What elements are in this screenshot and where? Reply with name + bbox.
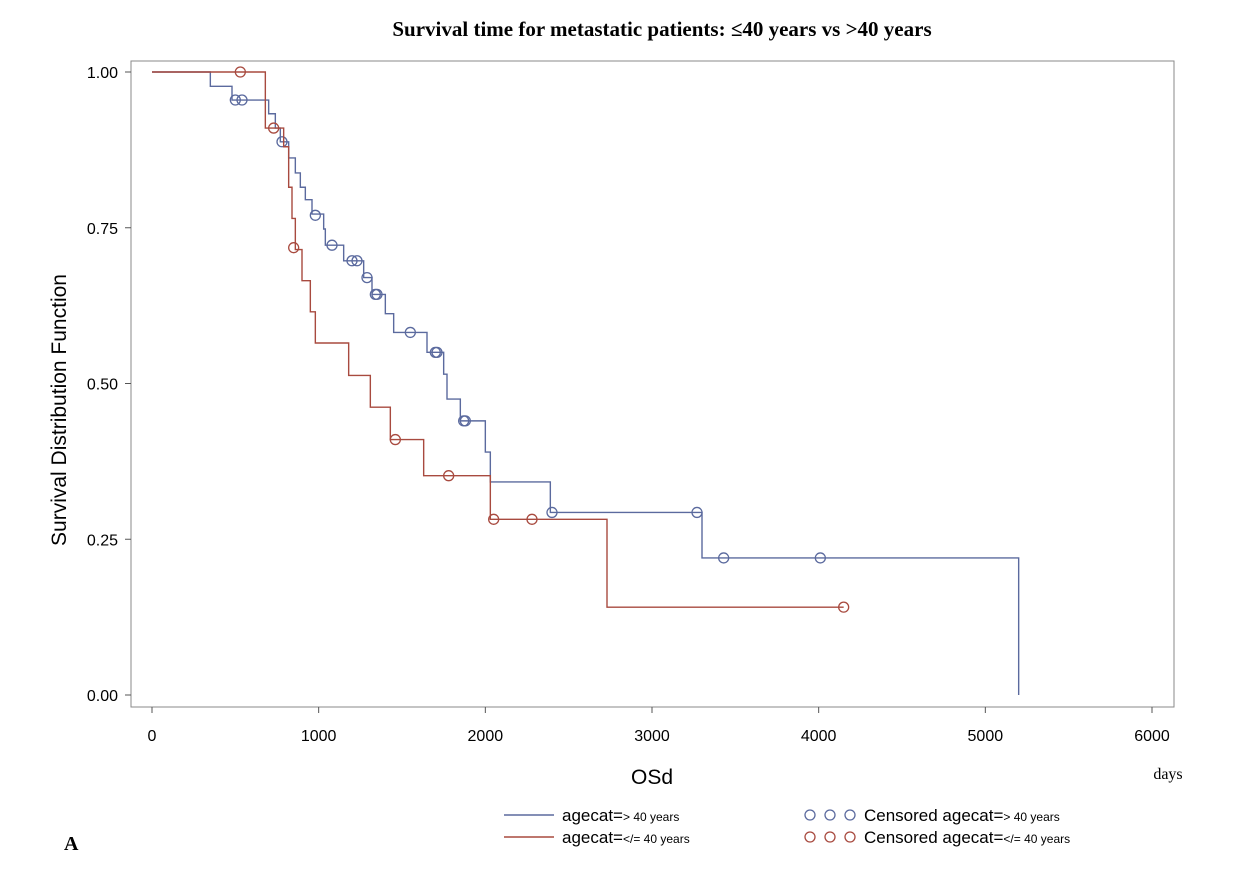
legend-censored-markers-over-40	[804, 809, 856, 821]
censored-marker-over-40	[326, 239, 338, 251]
legend: agecat=> 40 years agecat=</= 40 years Ce…	[504, 806, 1070, 847]
censored-marker-under-40	[443, 470, 455, 482]
censored-marker-over-40	[404, 326, 416, 339]
y-tick-label: 0.50	[87, 377, 118, 394]
censored-marker-over-40	[431, 346, 443, 359]
censored-marker-over-40	[459, 415, 471, 427]
survival-curve-over-40	[152, 71, 1020, 695]
legend-censored-marker	[804, 831, 816, 843]
legend-censored-marker	[844, 831, 856, 843]
x-tick-label: 4000	[801, 728, 837, 745]
x-axis-ticks: 0 1000 2000 3000 4000 5000 6000	[148, 707, 1170, 745]
censored-marker-over-40	[346, 255, 358, 267]
x-axis-unit: days	[1153, 766, 1182, 783]
x-tick-label: 1000	[301, 728, 337, 745]
y-tick-label: 0.00	[87, 688, 118, 705]
plot-frame	[130, 60, 1175, 708]
legend-censored-marker	[824, 809, 836, 821]
censored-marker-over-40	[236, 94, 248, 106]
series-layer	[152, 66, 1020, 695]
legend-label-under-40: agecat=</= 40 years	[562, 828, 690, 847]
censored-marker-under-40	[234, 66, 246, 78]
censored-marker-under-40	[288, 242, 300, 254]
y-tick-label: 0.75	[87, 221, 118, 238]
censored-marker-under-40	[488, 513, 500, 525]
censored-marker-under-40	[526, 513, 538, 525]
censored-marker-over-40	[371, 288, 383, 301]
censored-marker-over-40	[814, 552, 826, 564]
legend-censored-label-under-40: Censored agecat=</= 40 years	[864, 828, 1070, 847]
y-tick-label: 0.25	[87, 532, 118, 549]
x-tick-label: 3000	[634, 728, 670, 745]
censored-marker-over-40	[691, 506, 703, 519]
chart-title: Survival time for metastatic patients: ≤…	[392, 17, 931, 41]
x-tick-label: 6000	[1134, 728, 1170, 745]
censored-marker-over-40	[546, 506, 558, 519]
legend-censored-marker	[804, 809, 816, 821]
legend-label-over-40: agecat=> 40 years	[562, 806, 679, 825]
panel-label: A	[64, 833, 79, 855]
y-axis-ticks: 0.00 0.25 0.50 0.75 1.00	[87, 65, 131, 705]
x-tick-label: 5000	[968, 728, 1004, 745]
x-axis-label: OSd	[631, 766, 673, 789]
legend-censored-marker	[844, 809, 856, 821]
censored-marker-over-40	[309, 209, 321, 221]
x-tick-label: 2000	[468, 728, 504, 745]
censored-marker-under-40	[268, 122, 280, 134]
censored-marker-under-40	[838, 601, 850, 613]
censored-marker-over-40	[718, 552, 730, 564]
y-axis-label: Survival Distribution Function	[48, 274, 71, 546]
x-tick-label: 0	[148, 728, 157, 745]
legend-censored-markers-under-40	[804, 831, 856, 843]
legend-censored-marker	[824, 831, 836, 843]
y-tick-label: 1.00	[87, 65, 118, 82]
legend-censored-label-over-40: Censored agecat=> 40 years	[864, 806, 1060, 825]
survival-curve-under-40	[152, 71, 844, 608]
censored-marker-over-40	[361, 271, 373, 284]
censored-marker-over-40	[229, 94, 241, 106]
censored-marker-under-40	[389, 433, 401, 446]
censored-marker-over-40	[276, 136, 288, 148]
censored-marker-over-40	[351, 255, 363, 267]
